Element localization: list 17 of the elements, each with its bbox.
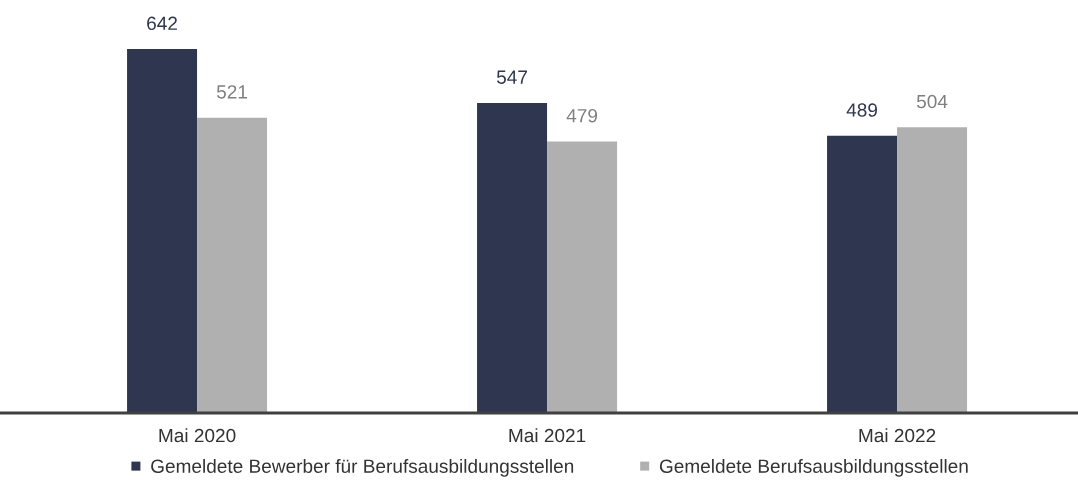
legend-label: Gemeldete Berufsausbildungsstellen (659, 458, 968, 477)
bar (827, 135, 898, 413)
x-tick-label: Mai 2022 (859, 428, 936, 443)
data-label: 521 (216, 85, 247, 99)
bar (897, 127, 968, 413)
data-label: 642 (147, 16, 177, 31)
x-tick-label: Mai 2021 (509, 428, 586, 443)
data-label: 504 (916, 94, 948, 109)
bar (477, 102, 548, 413)
bar (127, 49, 198, 413)
bar (547, 141, 618, 413)
data-label: 547 (496, 70, 527, 84)
bar (197, 117, 268, 413)
legend-label: Gemeldete Bewerber für Berufsausbildungsstellen (151, 458, 574, 477)
data-label: 489 (846, 103, 878, 117)
data-label: 479 (566, 108, 598, 123)
x-tick-label: Mai 2020 (159, 428, 236, 443)
